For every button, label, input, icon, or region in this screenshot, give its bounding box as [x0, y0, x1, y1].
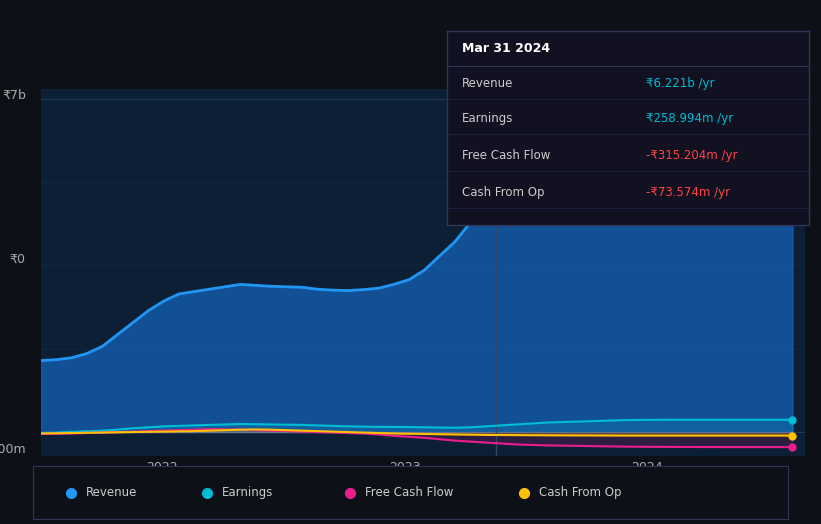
- Text: Earnings: Earnings: [222, 486, 273, 499]
- Text: Earnings: Earnings: [462, 112, 513, 125]
- Text: -₹73.574m /yr: -₹73.574m /yr: [646, 186, 730, 199]
- Text: -₹500m: -₹500m: [0, 443, 25, 456]
- Text: ₹0: ₹0: [10, 253, 25, 266]
- Text: ₹6.221b /yr: ₹6.221b /yr: [646, 77, 714, 90]
- Text: Cash From Op: Cash From Op: [462, 186, 544, 199]
- Text: ₹258.994m /yr: ₹258.994m /yr: [646, 112, 733, 125]
- Text: -₹315.204m /yr: -₹315.204m /yr: [646, 149, 737, 162]
- Text: Mar 31 2024: Mar 31 2024: [462, 42, 550, 56]
- Text: Free Cash Flow: Free Cash Flow: [462, 149, 550, 162]
- Text: ₹7b: ₹7b: [2, 89, 25, 102]
- Text: Past C: Past C: [770, 72, 805, 82]
- Text: Cash From Op: Cash From Op: [539, 486, 621, 499]
- Text: Revenue: Revenue: [462, 77, 513, 90]
- Text: Revenue: Revenue: [85, 486, 137, 499]
- Text: Free Cash Flow: Free Cash Flow: [365, 486, 453, 499]
